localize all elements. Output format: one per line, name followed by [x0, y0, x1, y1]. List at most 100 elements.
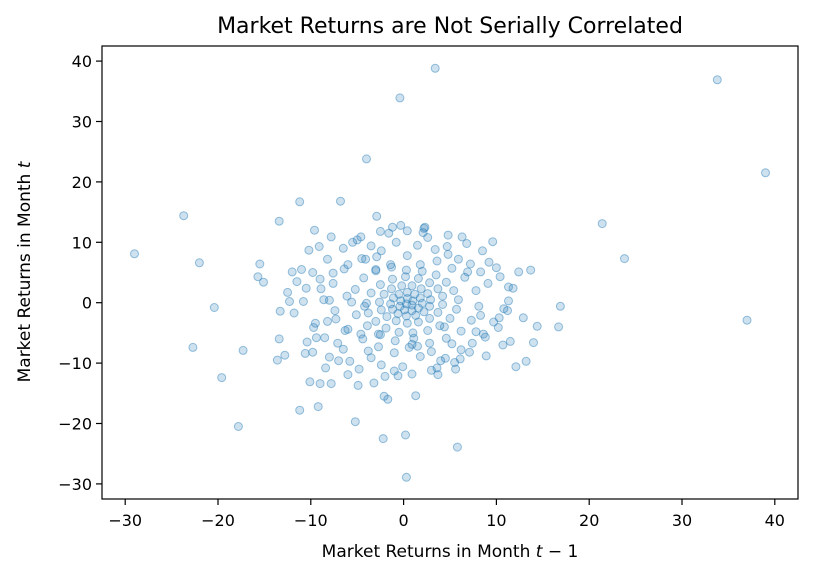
data-point	[334, 356, 344, 366]
data-point	[217, 373, 227, 383]
data-point	[451, 364, 461, 374]
data-point	[287, 267, 297, 277]
data-point	[467, 338, 477, 348]
data-point	[356, 329, 366, 339]
data-point	[433, 307, 443, 317]
data-point	[407, 300, 417, 310]
x-tick-label: 0	[399, 511, 409, 530]
data-point	[488, 237, 498, 247]
data-point	[130, 249, 139, 259]
data-point	[398, 362, 408, 372]
data-point	[521, 356, 531, 366]
x-tick-label: 20	[579, 511, 599, 530]
data-point	[369, 378, 379, 388]
data-point	[503, 306, 512, 316]
y-tick-label: 20	[72, 173, 92, 192]
data-point	[455, 354, 465, 364]
data-point	[295, 405, 305, 415]
chart-title: Market Returns are Not Serially Correlat…	[217, 14, 683, 39]
data-point	[416, 284, 426, 294]
data-point	[417, 266, 427, 276]
data-point	[209, 303, 219, 312]
data-point	[366, 241, 376, 251]
y-tick-label: −10	[58, 354, 92, 373]
data-point	[465, 347, 474, 357]
data-point	[407, 339, 417, 349]
data-point	[440, 353, 450, 363]
data-point	[343, 370, 353, 380]
data-point	[283, 287, 293, 297]
data-point	[436, 356, 446, 366]
x-axis: −30 −20 −10 0 10 20 30 40	[108, 499, 785, 530]
data-point	[331, 314, 341, 324]
data-point	[401, 272, 410, 282]
x-tick-label: 40	[765, 511, 785, 530]
data-point	[432, 256, 442, 266]
data-point	[450, 358, 460, 367]
data-point	[511, 362, 521, 372]
data-point	[298, 297, 308, 306]
data-point	[305, 377, 315, 387]
data-point	[362, 154, 371, 164]
data-point	[449, 286, 459, 296]
data-point	[401, 311, 411, 321]
data-point	[438, 300, 448, 309]
data-point	[328, 268, 338, 278]
data-point	[505, 336, 515, 346]
data-point	[363, 346, 373, 356]
y-tick-label: 40	[72, 52, 92, 71]
y-tick-label: 0	[82, 294, 92, 313]
data-point	[476, 310, 486, 320]
data-point	[343, 324, 353, 334]
data-point	[179, 211, 189, 221]
data-point	[430, 63, 440, 73]
data-point	[383, 394, 393, 404]
data-point	[397, 281, 407, 291]
data-point	[433, 284, 443, 294]
data-point	[340, 326, 350, 335]
data-point	[343, 260, 353, 270]
data-point	[314, 242, 324, 251]
data-point	[401, 430, 410, 440]
data-point	[350, 417, 360, 427]
data-point	[386, 260, 396, 270]
data-point	[255, 259, 265, 269]
data-point	[415, 260, 425, 270]
data-point	[447, 263, 457, 273]
data-point	[351, 310, 361, 320]
data-point	[407, 306, 417, 316]
data-point	[376, 360, 386, 370]
data-point	[353, 380, 363, 390]
data-point	[388, 274, 397, 284]
data-point	[233, 422, 243, 431]
data-point	[391, 237, 401, 247]
data-point	[504, 296, 513, 306]
data-point	[419, 223, 429, 233]
data-point	[302, 337, 312, 347]
data-point	[310, 318, 320, 328]
data-point	[420, 222, 430, 232]
y-tick-label: −30	[58, 475, 92, 494]
data-point	[478, 246, 487, 256]
data-point	[387, 284, 396, 294]
data-point	[742, 315, 752, 325]
data-point	[402, 226, 412, 236]
data-point	[504, 282, 513, 292]
data-point	[394, 327, 404, 337]
data-point	[441, 277, 451, 287]
data-point	[396, 296, 406, 306]
data-point	[425, 301, 435, 311]
data-point	[320, 333, 330, 343]
data-point	[418, 228, 428, 238]
data-point	[338, 344, 348, 354]
data-point	[419, 307, 429, 317]
data-point	[453, 254, 463, 264]
data-point	[457, 232, 467, 242]
data-point	[489, 317, 499, 327]
data-point	[442, 242, 452, 251]
data-point	[371, 316, 381, 326]
data-point	[362, 298, 371, 308]
data-point	[342, 291, 352, 301]
data-point	[388, 304, 397, 314]
